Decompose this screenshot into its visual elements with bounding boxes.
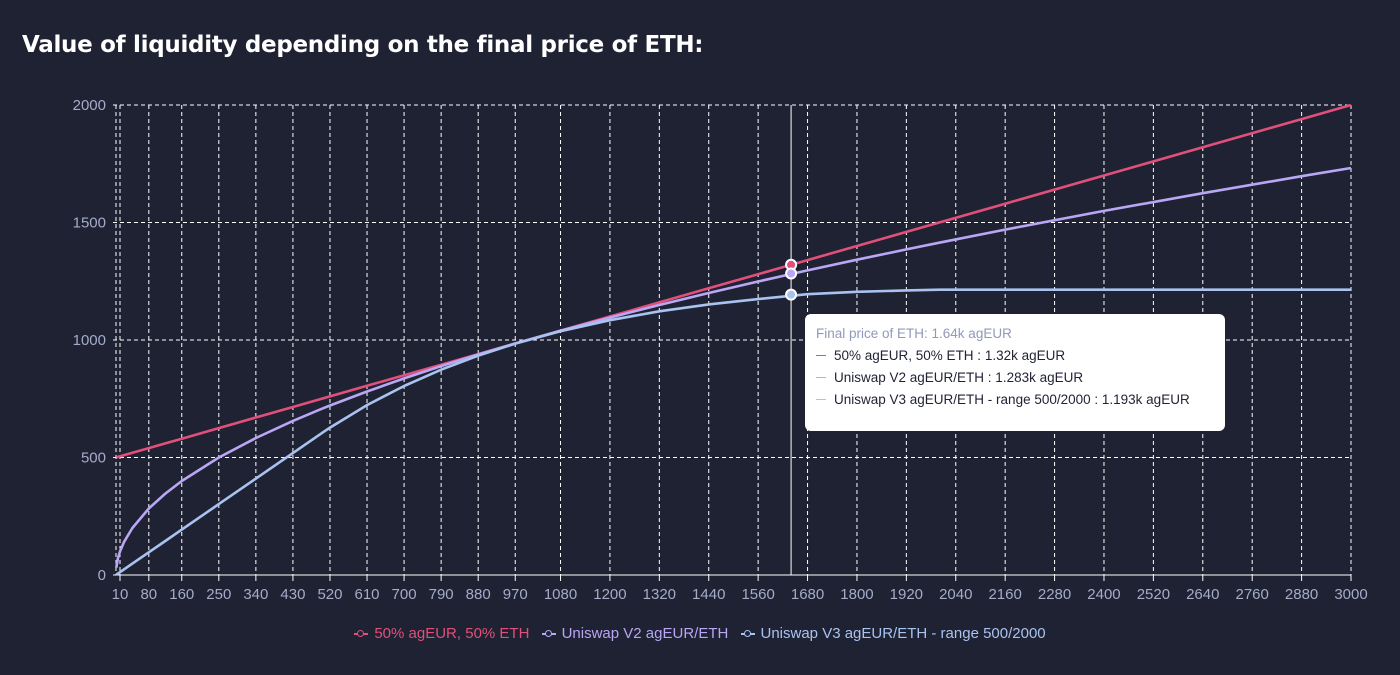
tooltip-row-text: Uniswap V3 agEUR/ETH - range 500/2000 : …	[834, 392, 1190, 407]
y-tick-label: 0	[98, 567, 106, 584]
tooltip-row: 50% agEUR, 50% ETH : 1.32k agEUR	[816, 348, 1214, 363]
x-tick-label: 2640	[1186, 586, 1219, 603]
x-tick-label: 1560	[741, 586, 774, 603]
x-tick-label: 2880	[1285, 586, 1318, 603]
x-tick-label: 2400	[1087, 586, 1120, 603]
tooltip-row: Uniswap V2 agEUR/ETH : 1.283k agEUR	[816, 370, 1214, 385]
chart-title: Value of liquidity depending on the fina…	[22, 32, 704, 58]
series-dash-icon	[816, 376, 826, 379]
x-tick-label: 10	[112, 586, 129, 603]
x-tick-label: 340	[243, 586, 268, 603]
x-tick-label: 2160	[988, 586, 1021, 603]
x-tick-label: 1680	[791, 586, 824, 603]
legend-item-50-50[interactable]: 50% agEUR, 50% ETH	[354, 625, 529, 642]
x-tick-label: 1320	[643, 586, 676, 603]
legend-marker-icon	[541, 629, 556, 639]
tooltip-row-text: 50% agEUR, 50% ETH : 1.32k agEUR	[834, 348, 1066, 363]
x-tick-label: 2520	[1137, 586, 1170, 603]
x-tick-label: 3000	[1334, 586, 1367, 603]
y-tick-label: 1000	[73, 332, 106, 349]
series-line-1	[115, 166, 1352, 568]
x-tick-label: 250	[206, 586, 231, 603]
legend-label: Uniswap V3 agEUR/ETH - range 500/2000	[760, 625, 1046, 642]
series-dash-icon	[816, 398, 826, 401]
legend-item-uniswap-v3[interactable]: Uniswap V3 agEUR/ETH - range 500/2000	[740, 625, 1046, 642]
tooltip-row: Uniswap V3 agEUR/ETH - range 500/2000 : …	[816, 392, 1214, 407]
x-tick-label: 80	[140, 586, 157, 603]
x-tick-label: 700	[392, 586, 417, 603]
y-tick-label: 1500	[73, 215, 106, 232]
tooltip-header: Final price of ETH: 1.64k agEUR	[816, 326, 1012, 341]
legend-label: 50% agEUR, 50% ETH	[374, 625, 530, 642]
hover-point-1	[785, 267, 798, 280]
x-tick-label: 1800	[840, 586, 873, 603]
legend-item-uniswap-v2[interactable]: Uniswap V2 agEUR/ETH	[541, 625, 729, 642]
x-tick-label: 2040	[939, 586, 972, 603]
legend-marker-icon	[354, 629, 369, 639]
x-tick-label: 970	[503, 586, 528, 603]
series-line-2	[115, 288, 1351, 576]
x-tick-label: 430	[280, 586, 305, 603]
hover-point-2	[785, 288, 798, 301]
chart-legend: 50% agEUR, 50% ETH Uniswap V2 agEUR/ETH …	[0, 625, 1400, 643]
y-tick-label: 2000	[73, 97, 106, 114]
x-tick-label: 160	[169, 586, 194, 603]
x-tick-label: 610	[355, 586, 380, 603]
x-tick-label: 1440	[692, 586, 725, 603]
x-tick-label: 880	[466, 586, 491, 603]
x-tick-label: 1080	[544, 586, 577, 603]
x-tick-label: 790	[429, 586, 454, 603]
series-dash-icon	[816, 354, 826, 357]
x-tick-label: 2760	[1236, 586, 1269, 603]
x-tick-label: 2280	[1038, 586, 1071, 603]
tooltip-row-text: Uniswap V2 agEUR/ETH : 1.283k agEUR	[834, 370, 1084, 385]
x-tick-label: 1920	[890, 586, 923, 603]
hover-tooltip: Final price of ETH: 1.64k agEUR 50% agEU…	[805, 314, 1225, 431]
x-tick-label: 520	[317, 586, 342, 603]
x-tick-label: 1200	[593, 586, 626, 603]
legend-marker-icon	[740, 629, 755, 639]
y-tick-label: 500	[81, 450, 106, 467]
legend-label: Uniswap V2 agEUR/ETH	[561, 625, 729, 642]
